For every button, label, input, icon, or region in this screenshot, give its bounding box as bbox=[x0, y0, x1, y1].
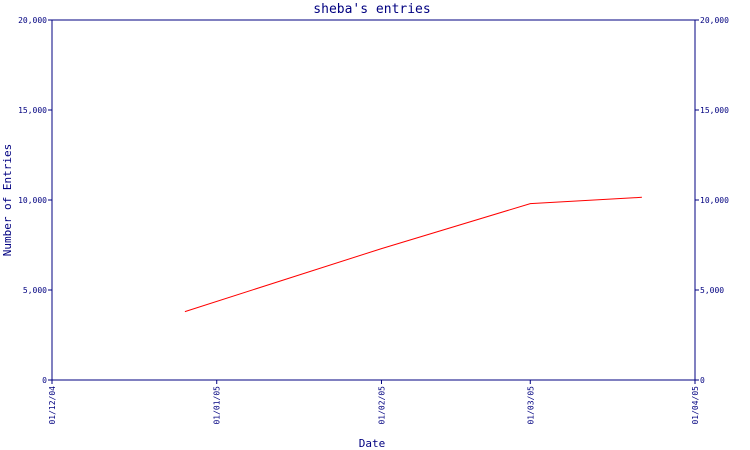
series-group bbox=[184, 196, 642, 313]
y-tick-label-right: 5,000 bbox=[700, 286, 724, 295]
x-tick-label: 01/01/05 bbox=[213, 386, 222, 425]
y-tick-label-right: 0 bbox=[700, 376, 705, 385]
x-tick-label: 01/03/05 bbox=[526, 386, 535, 425]
series-line bbox=[184, 196, 642, 313]
chart-title: sheba's entries bbox=[313, 2, 430, 17]
y-tick-label-right: 20,000 bbox=[700, 16, 729, 25]
y-tick-label-left: 10,000 bbox=[18, 196, 47, 205]
y-tick-label-right: 10,000 bbox=[700, 196, 729, 205]
x-tick-label: 01/04/05 bbox=[691, 386, 700, 425]
x-axis-label: Date bbox=[359, 437, 386, 450]
y-axis-right: 0 5,000 10,000 15,000 20,000 bbox=[695, 16, 729, 385]
x-tick-label: 01/12/04 bbox=[48, 386, 57, 425]
y-tick-label-left: 0 bbox=[42, 376, 47, 385]
x-axis: 01/12/04 01/01/05 01/02/05 01/03/05 01/04/05 bbox=[48, 380, 700, 425]
y-axis-left: 0 5,000 10,000 15,000 20,000 bbox=[18, 16, 52, 385]
y-tick-label-left: 15,000 bbox=[18, 106, 47, 115]
y-axis-label: Number of Entries bbox=[1, 144, 14, 257]
y-tick-label-right: 15,000 bbox=[700, 106, 729, 115]
y-tick-label-left: 5,000 bbox=[23, 286, 47, 295]
x-tick-label: 01/02/05 bbox=[377, 386, 386, 425]
y-tick-label-left: 20,000 bbox=[18, 16, 47, 25]
